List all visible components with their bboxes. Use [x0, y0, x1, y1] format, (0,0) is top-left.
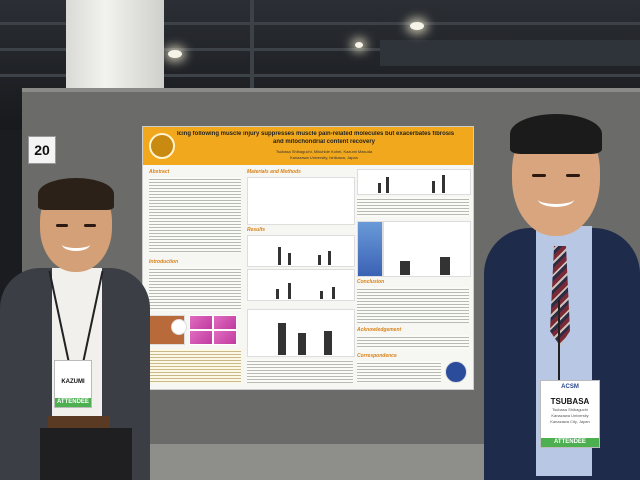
chart-bar	[288, 283, 291, 299]
results-chart	[247, 235, 355, 267]
eye	[84, 224, 96, 227]
ceiling-lamp	[168, 50, 182, 58]
results-chart	[247, 269, 355, 301]
results-caption	[247, 359, 353, 383]
question-icon	[171, 319, 187, 335]
section-introduction: Introduction	[149, 259, 179, 265]
ceiling-truss	[0, 74, 640, 77]
chart-bar	[278, 323, 286, 355]
chart-bar	[320, 291, 323, 299]
introduction-text	[149, 267, 241, 311]
poster-header: Icing following muscle injury suppresses…	[143, 127, 473, 165]
chart-bar	[324, 331, 332, 355]
left-person-hair	[38, 178, 114, 210]
western-blot-image	[357, 221, 383, 277]
badge-fullname: Tsubasa Shibaguchi	[552, 407, 588, 412]
badge-location: Kanazawa City, Japan	[550, 419, 590, 424]
hypothesis-box	[149, 349, 241, 383]
poster-authors: Tsubasa Shibaguchi, Mikuhide Kohei, Kazu…	[275, 149, 373, 154]
badge-logo: ACSM	[561, 384, 579, 390]
abstract-text	[149, 177, 241, 253]
badge-role: ATTENDEE	[55, 398, 91, 407]
section-abstract: Abstract	[149, 169, 170, 175]
conclusion-text	[357, 287, 469, 323]
floor	[150, 444, 500, 480]
badge-org: Kanazawa University	[551, 413, 589, 418]
university-logo	[149, 133, 175, 159]
board-number: 20	[28, 136, 56, 164]
section-results: Results	[247, 227, 266, 233]
university-seal	[445, 361, 467, 383]
chart-bar	[386, 177, 389, 193]
histology-image	[189, 330, 213, 345]
chart-bar	[278, 247, 281, 265]
left-person-badge: KAZUMI ATTENDEE	[54, 360, 92, 408]
ceiling-lamp	[355, 42, 363, 48]
smile	[538, 192, 574, 207]
badge-role: ATTENDEE	[541, 438, 599, 447]
smile	[62, 238, 90, 251]
chart-bar	[332, 287, 335, 299]
section-correspondence: Correspondence	[357, 353, 397, 359]
results-chart	[357, 169, 471, 195]
eye	[56, 224, 68, 227]
chart-bar	[400, 261, 410, 275]
chart-bar	[288, 253, 291, 265]
research-poster: Icing following muscle injury suppresses…	[142, 126, 474, 390]
results-text	[357, 197, 469, 217]
ceiling-lamp	[410, 22, 424, 30]
chart-bar	[276, 289, 279, 299]
chart-bar	[328, 251, 331, 265]
poster-title-line2: and mitochondrial content recovery	[272, 139, 376, 145]
results-chart	[247, 309, 355, 357]
eye	[532, 174, 546, 177]
chart-bar	[318, 255, 321, 265]
methods-diagram	[247, 177, 355, 225]
chart-bar	[442, 175, 445, 193]
poster-affiliation: Kanazawa University, Ishikawa, Japan	[290, 155, 358, 160]
correspondence-text	[357, 361, 441, 383]
ceiling-truss	[0, 22, 640, 25]
right-person-badge: ACSM TSUBASA Tsubasa Shibaguchi Kanazawa…	[540, 380, 600, 448]
left-person-belt	[48, 416, 110, 428]
badge-name: TSUBASA	[550, 397, 590, 406]
chart-bar	[378, 183, 381, 193]
badge-name: KAZUMI	[61, 379, 85, 385]
poster-title-line1: Icing following muscle injury suppresses…	[177, 131, 455, 137]
section-acknowledgement: Acknowledgement	[357, 327, 402, 333]
eye	[566, 174, 580, 177]
section-methods: Materials and Methods	[247, 169, 301, 175]
ceiling-beam	[250, 0, 254, 110]
lanyard	[558, 300, 560, 382]
histology-image	[213, 330, 237, 345]
acknowledgement-text	[357, 335, 469, 349]
chart-bar	[432, 181, 435, 193]
right-person-hair	[510, 114, 602, 154]
ceiling-duct	[380, 40, 640, 66]
left-person-pants	[40, 428, 132, 480]
ceiling-truss	[0, 48, 640, 51]
chart-bar	[298, 333, 306, 355]
chart-bar	[440, 257, 450, 275]
histology-image	[189, 315, 213, 330]
right-person-tie	[550, 246, 570, 346]
results-chart	[383, 221, 471, 277]
section-conclusion: Conclusion	[357, 279, 385, 285]
histology-image	[213, 315, 237, 330]
